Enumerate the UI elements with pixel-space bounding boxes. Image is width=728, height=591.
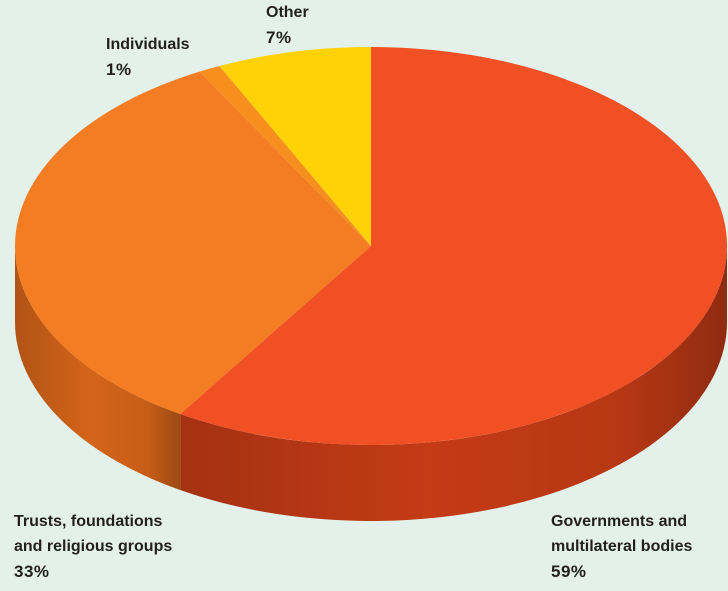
pie-slice-individuals xyxy=(199,65,371,246)
label-other: Other 7% xyxy=(266,0,309,50)
pie-side-shade-governments xyxy=(180,246,727,521)
slice-value-trusts: 33% xyxy=(14,562,50,581)
label-governments: Governments and multilateral bodies 59% xyxy=(551,509,692,584)
pie-sides xyxy=(15,246,727,521)
slice-value-other: 7% xyxy=(266,28,292,47)
slice-label-other: Other xyxy=(266,4,309,21)
slice-label-trusts: Trusts, foundations and religious groups xyxy=(14,513,173,555)
slice-label-governments: Governments and multilateral bodies xyxy=(551,513,693,555)
slice-label-individuals: Individuals xyxy=(106,36,190,53)
slice-value-individuals: 1% xyxy=(106,60,132,79)
slice-value-governments: 59% xyxy=(551,562,587,581)
label-trusts: Trusts, foundations and religious groups… xyxy=(14,509,172,584)
pie-slice-trusts xyxy=(14,71,371,415)
pie-slice-governments xyxy=(180,47,727,445)
pie-side-shade-trusts xyxy=(15,246,181,491)
pie-tops xyxy=(14,47,727,445)
label-individuals: Individuals 1% xyxy=(106,32,190,82)
pie-slice-other xyxy=(219,47,371,246)
